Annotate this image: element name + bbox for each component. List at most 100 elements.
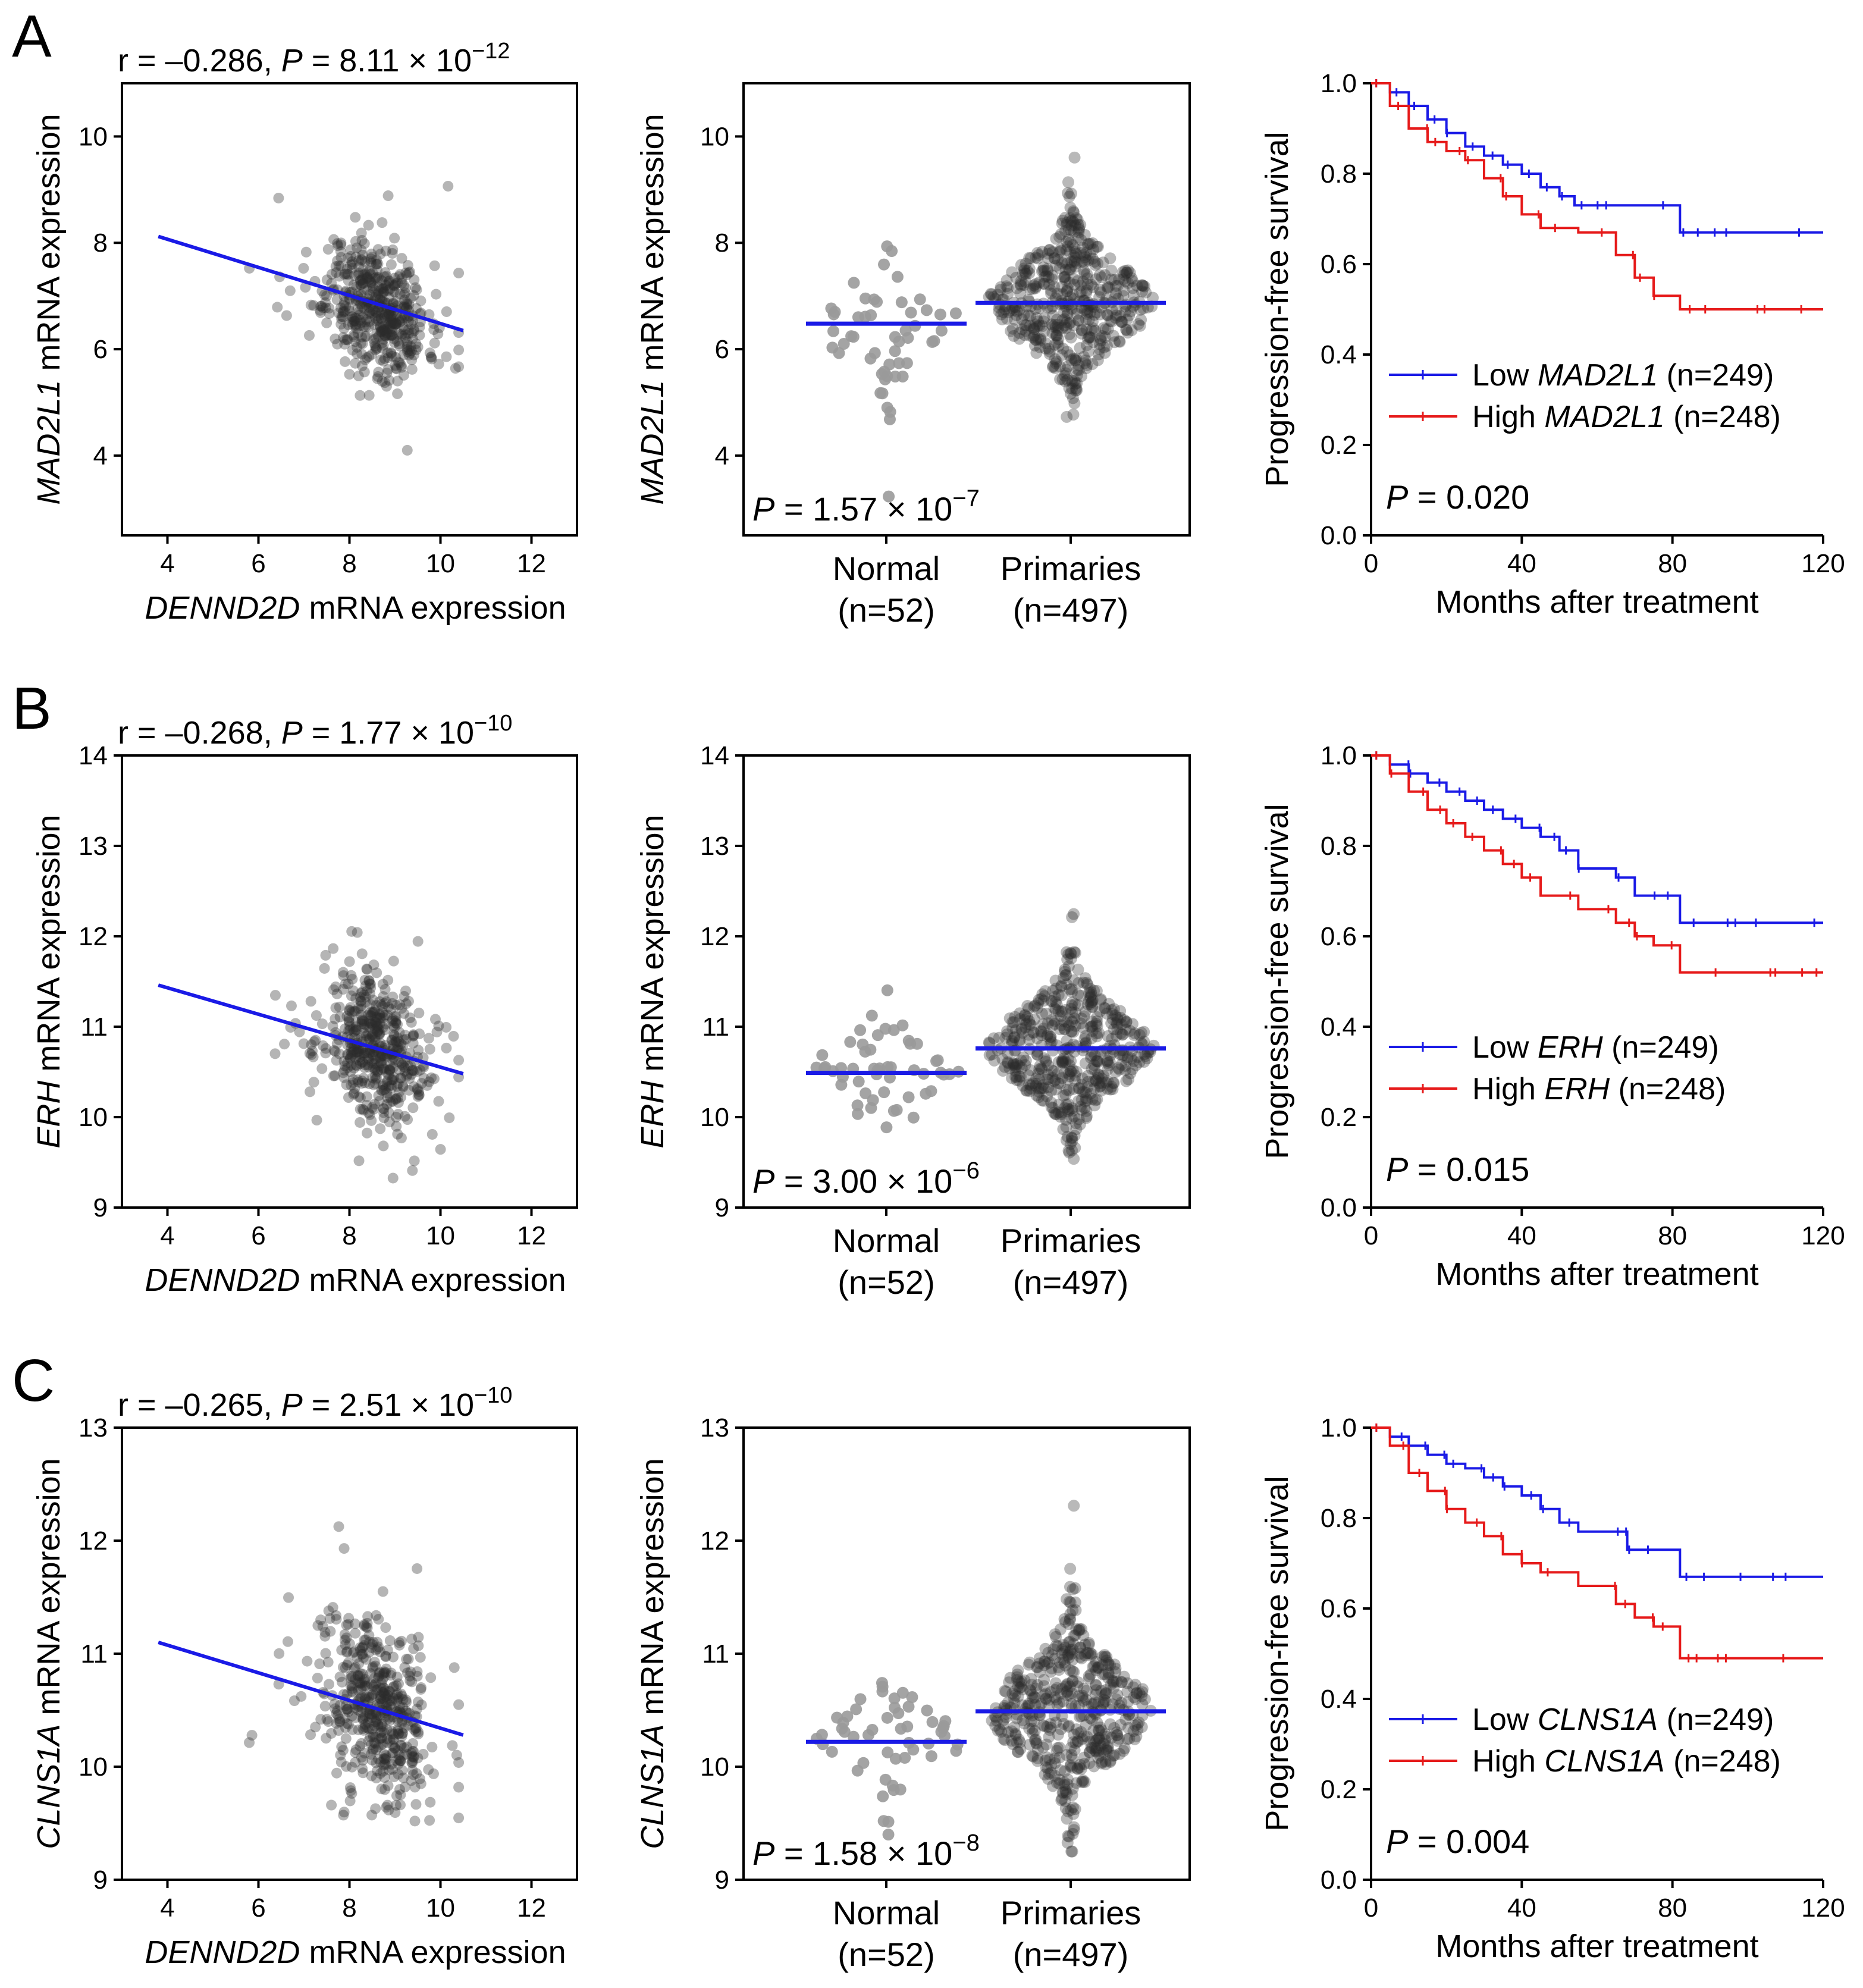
dot-point bbox=[886, 245, 898, 258]
scatter-point bbox=[382, 352, 394, 363]
dot-point bbox=[1075, 234, 1087, 246]
dot-point bbox=[1102, 309, 1114, 321]
p-value: = 3.00 × 10 bbox=[774, 1162, 952, 1200]
scatter-point bbox=[380, 308, 391, 319]
dot-point bbox=[1075, 327, 1088, 340]
scatter-point bbox=[378, 325, 389, 336]
dot-point bbox=[1100, 340, 1113, 352]
scatter-point bbox=[352, 1652, 363, 1663]
scatter-point bbox=[283, 1592, 294, 1603]
y-tick-label: 0.4 bbox=[1321, 340, 1357, 369]
scatter-point bbox=[269, 990, 281, 1001]
scatter-point bbox=[386, 326, 397, 337]
scatter-point bbox=[305, 299, 316, 311]
dot-point bbox=[881, 984, 893, 996]
scatter-point bbox=[405, 1060, 416, 1071]
scatter-point bbox=[388, 955, 399, 967]
scatter-point bbox=[338, 970, 349, 982]
dot-point bbox=[1105, 1017, 1118, 1030]
scatter-point bbox=[296, 1691, 307, 1702]
dot-point bbox=[1056, 322, 1068, 334]
scatter-point bbox=[388, 1074, 399, 1085]
gene-name: ERH bbox=[635, 1080, 670, 1149]
scatter-point bbox=[408, 290, 419, 301]
scatter-point bbox=[331, 1767, 343, 1779]
dot-point bbox=[1058, 1023, 1071, 1036]
dot-point bbox=[1050, 330, 1063, 342]
scatter-point bbox=[326, 278, 337, 289]
scatter-point bbox=[305, 1729, 316, 1741]
dot-point bbox=[1081, 306, 1094, 318]
dot-point bbox=[852, 1108, 864, 1120]
scatter-point bbox=[370, 1716, 381, 1727]
dot-point bbox=[1023, 252, 1036, 264]
p-label: P bbox=[752, 1162, 774, 1200]
dot-point bbox=[1121, 266, 1133, 279]
dot-point bbox=[1055, 228, 1067, 240]
scatter-point bbox=[396, 315, 407, 326]
gene-name: MAD2L1 bbox=[1538, 358, 1658, 393]
dot-point bbox=[1060, 244, 1072, 256]
scatter-points bbox=[269, 926, 465, 1184]
scatter-point bbox=[340, 1733, 352, 1744]
dot-point bbox=[1065, 354, 1078, 366]
dot-point bbox=[1115, 1697, 1128, 1709]
scatter-point bbox=[361, 352, 372, 363]
dot-point bbox=[1067, 392, 1079, 405]
scatter-point bbox=[384, 1635, 396, 1647]
dot-point bbox=[1075, 285, 1088, 297]
scatter-point bbox=[355, 338, 366, 349]
dot-point bbox=[1050, 355, 1063, 368]
scatter-point bbox=[393, 1109, 404, 1120]
dot-point bbox=[1058, 271, 1070, 284]
dot-point bbox=[1050, 233, 1062, 245]
scatter-point bbox=[388, 1771, 400, 1783]
dot-point bbox=[1030, 347, 1043, 359]
scatter-point bbox=[319, 962, 330, 974]
scatter-point bbox=[356, 234, 368, 246]
x-tick-label: 8 bbox=[342, 549, 356, 578]
dot-point bbox=[1064, 277, 1076, 289]
dot-point bbox=[1090, 273, 1102, 286]
scatter-point bbox=[375, 1064, 387, 1075]
scatter-point bbox=[315, 305, 326, 316]
scatter-point bbox=[359, 331, 371, 342]
dot-point bbox=[1138, 280, 1150, 293]
scatter-point bbox=[389, 233, 400, 244]
dot-point bbox=[1045, 1722, 1057, 1734]
dot-point bbox=[1099, 331, 1111, 343]
dot-point bbox=[1078, 1086, 1090, 1099]
dot-point bbox=[1082, 237, 1094, 250]
dot-point bbox=[1122, 277, 1134, 289]
dot-point bbox=[1140, 286, 1152, 299]
scatter-point bbox=[353, 370, 364, 381]
scatter-point bbox=[349, 315, 360, 327]
dot-point bbox=[1046, 273, 1059, 286]
label-text: mRNA expression bbox=[635, 1458, 670, 1724]
scatter-point bbox=[322, 244, 334, 255]
dot-point bbox=[1020, 275, 1032, 288]
dot-point bbox=[1070, 352, 1083, 365]
scatter-point bbox=[409, 1155, 420, 1167]
correlation-label: r = –0.286, bbox=[118, 43, 281, 79]
x-tick-label: 12 bbox=[517, 1893, 546, 1923]
scatter-point bbox=[341, 1761, 352, 1772]
scatter-point bbox=[372, 258, 384, 269]
scatter-point bbox=[353, 261, 365, 272]
scatter-point bbox=[372, 274, 383, 285]
scatter-point bbox=[412, 1666, 423, 1677]
scatter-point bbox=[402, 444, 413, 456]
y-tick-label: 9 bbox=[715, 1865, 729, 1895]
scatter-point bbox=[369, 340, 381, 352]
dot-point bbox=[1042, 263, 1054, 275]
dot-point bbox=[1081, 303, 1093, 315]
scatter-point bbox=[396, 328, 407, 340]
scatter-point bbox=[359, 354, 371, 365]
dot-point bbox=[1117, 1049, 1130, 1061]
dot-point bbox=[887, 1784, 900, 1796]
x-tick-label: 120 bbox=[1801, 1893, 1845, 1923]
scatter-point bbox=[343, 319, 354, 331]
p-value: = 0.015 bbox=[1408, 1150, 1529, 1188]
scatter-point bbox=[371, 315, 382, 327]
scatter-point bbox=[375, 1727, 386, 1739]
